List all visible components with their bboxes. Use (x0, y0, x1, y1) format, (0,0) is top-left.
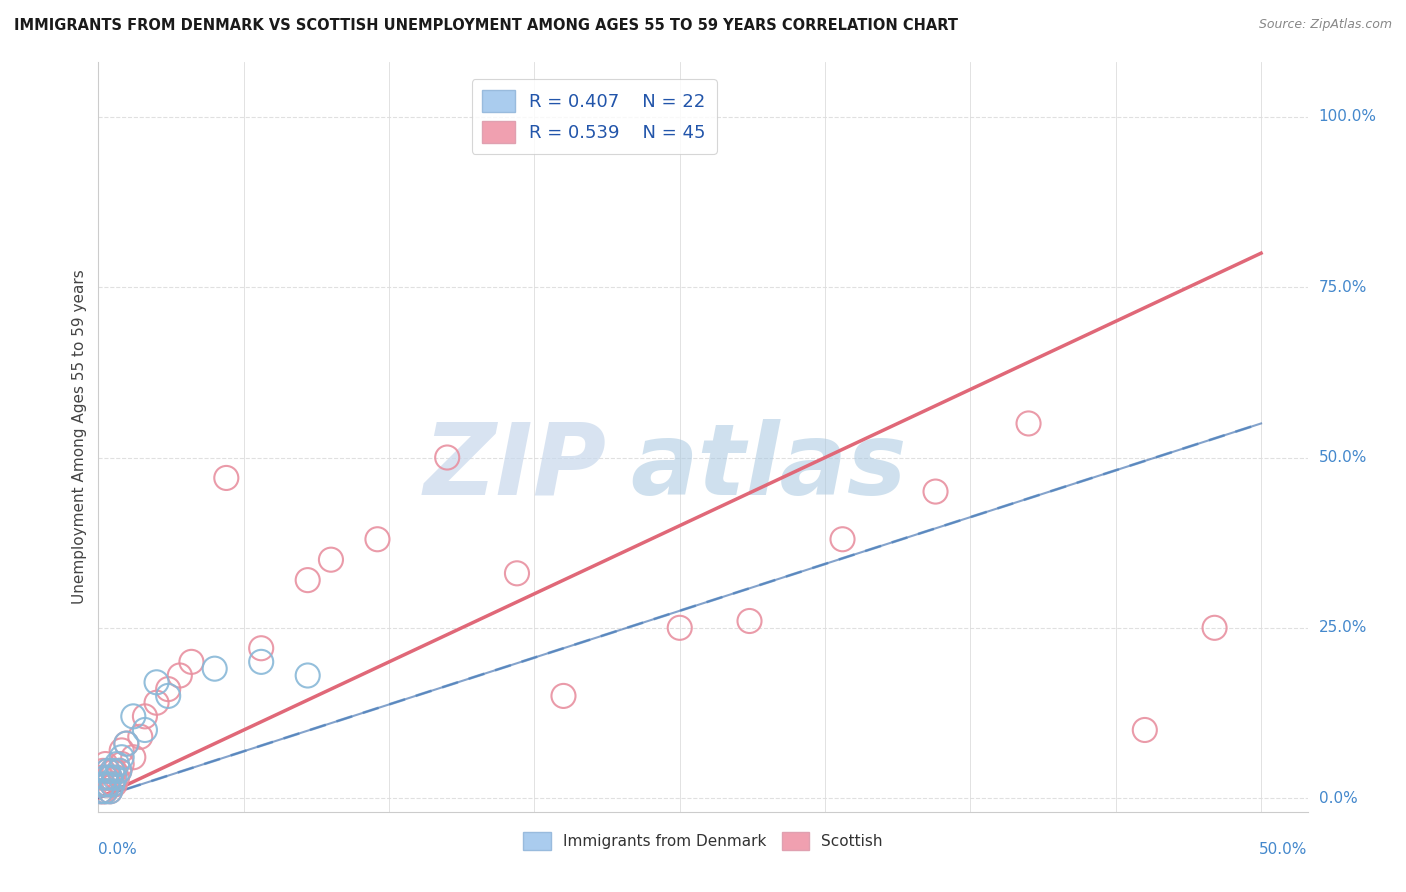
Legend: Immigrants from Denmark, Scottish: Immigrants from Denmark, Scottish (517, 826, 889, 856)
Point (250, 641, 273, 656)
Point (97, 771, 120, 785)
Point (101, 764, 124, 778)
Text: 75.0%: 75.0% (1319, 280, 1367, 294)
Point (115, 737, 138, 751)
Point (111, 750, 134, 764)
Point (98, 771, 121, 785)
Point (104, 771, 127, 785)
Point (104, 777, 127, 791)
Point (97, 777, 120, 791)
Point (98, 771, 121, 785)
Point (506, 566, 529, 581)
Y-axis label: Unemployment Among Ages 55 to 59 years: Unemployment Among Ages 55 to 59 years (72, 269, 87, 605)
Point (553, 689, 575, 703)
Point (115, 737, 138, 751)
Point (97, 764, 120, 778)
Point (105, 757, 128, 772)
Point (145, 696, 167, 710)
Point (105, 771, 128, 785)
Point (90, 784, 112, 798)
Point (668, 621, 690, 635)
Point (97, 777, 120, 791)
Point (101, 777, 124, 791)
Point (91, 764, 114, 778)
Point (97, 764, 120, 778)
Point (94, 757, 117, 772)
Point (98, 784, 121, 798)
Point (169, 668, 191, 682)
Point (145, 675, 167, 690)
Point (111, 743, 134, 757)
Point (94, 784, 117, 798)
Point (98, 784, 121, 798)
Text: atlas: atlas (630, 418, 907, 516)
Text: ZIP: ZIP (423, 418, 606, 516)
Point (250, 655, 273, 669)
Point (90, 784, 112, 798)
Point (91, 784, 114, 798)
Point (94, 771, 117, 785)
Text: 100.0%: 100.0% (1319, 110, 1376, 124)
Point (134, 723, 156, 737)
Point (1018, 417, 1040, 431)
Point (90, 777, 112, 791)
Point (319, 552, 342, 566)
Point (215, 471, 238, 485)
Point (101, 764, 124, 778)
Point (91, 777, 114, 791)
Point (924, 484, 946, 499)
Point (94, 771, 117, 785)
Point (180, 655, 202, 669)
Point (831, 533, 853, 547)
Text: 25.0%: 25.0% (1319, 620, 1367, 635)
Point (104, 764, 127, 778)
Point (134, 709, 156, 723)
Text: 50.0%: 50.0% (1260, 842, 1308, 857)
Point (122, 750, 145, 764)
Point (297, 668, 319, 682)
Text: 0.0%: 0.0% (98, 842, 138, 857)
Text: 0.0%: 0.0% (1319, 790, 1357, 805)
Point (297, 573, 319, 587)
Point (204, 662, 226, 676)
Text: 50.0%: 50.0% (1319, 450, 1367, 465)
Point (101, 777, 124, 791)
Point (366, 533, 388, 547)
Point (1204, 621, 1226, 635)
Point (1133, 723, 1156, 737)
Text: Source: ZipAtlas.com: Source: ZipAtlas.com (1258, 18, 1392, 31)
Point (108, 764, 131, 778)
Point (94, 784, 117, 798)
Point (157, 689, 180, 703)
Point (157, 682, 180, 697)
Point (738, 614, 761, 628)
Point (129, 730, 152, 744)
Point (91, 777, 114, 791)
Text: IMMIGRANTS FROM DENMARK VS SCOTTISH UNEMPLOYMENT AMONG AGES 55 TO 59 YEARS CORRE: IMMIGRANTS FROM DENMARK VS SCOTTISH UNEM… (14, 18, 957, 33)
Point (111, 757, 134, 772)
Point (122, 709, 145, 723)
Point (436, 450, 458, 465)
Point (90, 771, 112, 785)
Point (108, 764, 131, 778)
